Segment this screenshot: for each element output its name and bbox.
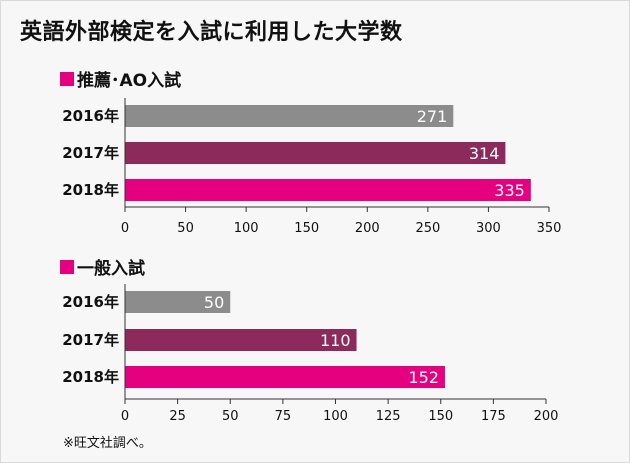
bar bbox=[125, 329, 357, 351]
data-label: 50 bbox=[204, 293, 224, 312]
section-title-ippan: 一般入試 bbox=[60, 254, 145, 279]
x-tick-label: 150 bbox=[428, 409, 453, 424]
x-tick-label: 100 bbox=[323, 409, 348, 424]
x-tick-label: 150 bbox=[294, 221, 319, 236]
section-title-text: 推薦･AO入試 bbox=[77, 71, 182, 91]
page-title: 英語外部検定を入試に利用した大学数 bbox=[20, 20, 403, 45]
data-label: 271 bbox=[417, 107, 448, 126]
category-label: 2018年 bbox=[62, 181, 119, 199]
x-tick-label: 50 bbox=[222, 409, 239, 424]
bar bbox=[125, 105, 454, 127]
section-title-suisen-ao: 推薦･AO入試 bbox=[60, 66, 181, 91]
x-tick-label: 100 bbox=[234, 221, 259, 236]
x-tick-label: 200 bbox=[355, 221, 380, 236]
x-tick-label: 25 bbox=[169, 409, 186, 424]
x-tick-label: 125 bbox=[376, 409, 401, 424]
data-label: 110 bbox=[320, 331, 351, 350]
bar bbox=[125, 291, 231, 313]
bar bbox=[125, 366, 445, 388]
data-label: 314 bbox=[469, 144, 500, 163]
x-tick-label: 50 bbox=[177, 221, 194, 236]
x-tick-label: 175 bbox=[481, 409, 506, 424]
category-label: 2016年 bbox=[62, 293, 119, 311]
x-tick-label: 300 bbox=[476, 221, 501, 236]
x-tick-label: 200 bbox=[534, 409, 559, 424]
data-label: 335 bbox=[494, 181, 525, 200]
x-tick-label: 0 bbox=[121, 409, 129, 424]
category-label: 2016年 bbox=[62, 107, 119, 125]
x-tick-label: 350 bbox=[537, 221, 562, 236]
x-tick-label: 0 bbox=[121, 221, 129, 236]
category-label: 2017年 bbox=[62, 144, 119, 162]
x-tick-label: 75 bbox=[275, 409, 292, 424]
footnote: ※旺文社調べ。 bbox=[63, 436, 152, 451]
x-tick-label: 250 bbox=[415, 221, 440, 236]
section-title-text: 一般入試 bbox=[77, 259, 145, 279]
section-marker-icon bbox=[60, 71, 74, 86]
category-label: 2017年 bbox=[62, 331, 119, 349]
data-label: 152 bbox=[408, 368, 439, 387]
bar bbox=[125, 179, 531, 201]
category-label: 2018年 bbox=[62, 368, 119, 386]
chart-1: 2016年 271 2017年 314 2018年 335 0 50 100 150 200 250 3… bbox=[62, 98, 561, 236]
bar bbox=[125, 142, 506, 164]
section-marker-icon bbox=[60, 259, 74, 274]
chart-2: 2016年 50 2017年 110 2018年 152 0 25 50 75 100 125 150 1… bbox=[62, 284, 558, 424]
